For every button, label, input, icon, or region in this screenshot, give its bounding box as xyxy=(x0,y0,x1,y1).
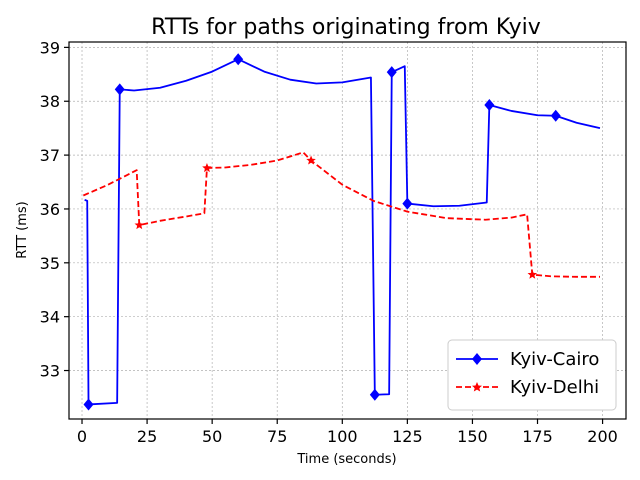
y-tick-label: 36 xyxy=(40,200,60,219)
data-point-kyiv-cairo xyxy=(402,197,413,210)
x-tick-label: 200 xyxy=(587,427,618,446)
x-tick-label: 100 xyxy=(327,427,358,446)
x-tick-label: 150 xyxy=(457,427,488,446)
y-tick-label: 39 xyxy=(40,38,60,57)
x-tick-label: 125 xyxy=(392,427,423,446)
legend-label-delhi: Kyiv-Delhi xyxy=(510,377,599,398)
y-tick-label: 34 xyxy=(40,308,60,327)
series-line-kyiv-cairo xyxy=(84,58,601,406)
data-point-kyiv-delhi xyxy=(202,163,212,173)
data-point-kyiv-cairo xyxy=(386,66,397,79)
y-tick-label: 38 xyxy=(40,92,60,111)
x-tick-label: 0 xyxy=(77,427,87,446)
x-tick-label: 75 xyxy=(267,427,287,446)
data-point-kyiv-cairo xyxy=(114,83,125,96)
legend-box xyxy=(447,339,617,411)
data-point-kyiv-cairo xyxy=(484,99,495,112)
legend-marker-cairo xyxy=(472,353,482,365)
plot-frame xyxy=(68,41,627,420)
data-point-kyiv-cairo xyxy=(550,109,561,122)
y-tick-label: 35 xyxy=(40,254,60,273)
data-point-kyiv-delhi xyxy=(306,155,316,165)
data-point-kyiv-cairo xyxy=(83,398,94,411)
x-tick-label: 25 xyxy=(137,427,157,446)
axis-ticks: 0 25 50 75 100 125 150 175 200 33 34 35 36 37 38 39 xyxy=(40,38,618,446)
legend: Kyiv-Cairo Kyiv-Delhi xyxy=(447,339,617,411)
series-line-kyiv-delhi xyxy=(82,151,600,278)
data-point-kyiv-cairo xyxy=(233,53,244,66)
x-tick-label: 175 xyxy=(522,427,553,446)
y-axis-label: RTT (ms) xyxy=(15,201,30,258)
grid-lines xyxy=(69,42,626,419)
x-tick-label: 50 xyxy=(202,427,222,446)
chart-title: RTTs for paths originating from Kyiv xyxy=(151,15,541,40)
legend-label-cairo: Kyiv-Cairo xyxy=(510,349,599,370)
legend-marker-delhi xyxy=(472,382,482,392)
x-axis-label: Time (seconds) xyxy=(296,452,396,467)
data-point-kyiv-delhi xyxy=(527,269,538,279)
y-tick-label: 33 xyxy=(40,362,60,381)
series-lines xyxy=(82,53,601,411)
data-point-kyiv-cairo xyxy=(369,388,380,401)
y-tick-label: 37 xyxy=(40,146,60,165)
data-point-kyiv-delhi xyxy=(134,220,145,230)
